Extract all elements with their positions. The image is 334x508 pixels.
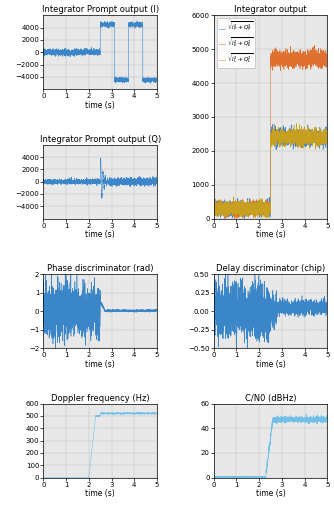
$\sqrt{I_L^2 + Q_L^2}$ bbox=[212, 211, 216, 217]
Title: Integrator output: Integrator output bbox=[234, 6, 307, 14]
$\sqrt{I_E^2 + Q_E^2}$ bbox=[309, 58, 313, 64]
$\sqrt{I_L^2 + Q_L^2}$ bbox=[313, 129, 317, 135]
$\sqrt{I_P^2 + Q_P^2}$ bbox=[256, 205, 260, 211]
X-axis label: time (s): time (s) bbox=[85, 360, 115, 369]
Line: $\sqrt{I_L^2 + Q_L^2}$: $\sqrt{I_L^2 + Q_L^2}$ bbox=[214, 123, 327, 218]
$\sqrt{I_E^2 + Q_E^2}$ bbox=[325, 52, 329, 58]
$\sqrt{I_E^2 + Q_E^2}$ bbox=[304, 62, 308, 69]
$\sqrt{I_L^2 + Q_L^2}$ bbox=[304, 134, 308, 140]
Legend: $\sqrt{I_P^2 + Q_P^2}$, $\sqrt{I_E^2 + Q_E^2}$, $\sqrt{I_L^2 + Q_L^2}$: $\sqrt{I_P^2 + Q_P^2}$, $\sqrt{I_E^2 + Q… bbox=[216, 18, 255, 68]
X-axis label: time (s): time (s) bbox=[256, 489, 286, 498]
$\sqrt{I_P^2 + Q_P^2}$ bbox=[309, 132, 313, 138]
Title: Integrator Prompt output (I): Integrator Prompt output (I) bbox=[42, 6, 159, 14]
$\sqrt{I_E^2 + Q_E^2}$ bbox=[214, 210, 218, 216]
$\sqrt{I_L^2 + Q_L^2}$ bbox=[275, 135, 279, 141]
X-axis label: time (s): time (s) bbox=[85, 230, 115, 239]
$\sqrt{I_E^2 + Q_E^2}$ bbox=[275, 56, 279, 62]
$\sqrt{I_P^2 + Q_P^2}$ bbox=[304, 131, 308, 137]
$\sqrt{I_E^2 + Q_E^2}$ bbox=[313, 62, 317, 68]
$\sqrt{I_P^2 + Q_P^2}$ bbox=[223, 215, 227, 221]
X-axis label: time (s): time (s) bbox=[256, 230, 286, 239]
Line: $\sqrt{I_P^2 + Q_P^2}$: $\sqrt{I_P^2 + Q_P^2}$ bbox=[214, 124, 327, 218]
$\sqrt{I_L^2 + Q_L^2}$ bbox=[214, 213, 218, 219]
$\sqrt{I_E^2 + Q_E^2}$ bbox=[312, 42, 316, 48]
$\sqrt{I_P^2 + Q_P^2}$ bbox=[212, 206, 216, 212]
$\sqrt{I_L^2 + Q_L^2}$ bbox=[325, 145, 329, 151]
$\sqrt{I_P^2 + Q_P^2}$ bbox=[214, 206, 218, 212]
X-axis label: time (s): time (s) bbox=[85, 489, 115, 498]
$\sqrt{I_L^2 + Q_L^2}$ bbox=[234, 215, 238, 221]
$\sqrt{I_P^2 + Q_P^2}$ bbox=[313, 133, 317, 139]
$\sqrt{I_E^2 + Q_E^2}$ bbox=[256, 202, 260, 208]
$\sqrt{I_L^2 + Q_L^2}$ bbox=[294, 120, 298, 126]
$\sqrt{I_E^2 + Q_E^2}$ bbox=[222, 215, 226, 221]
$\sqrt{I_P^2 + Q_P^2}$ bbox=[271, 121, 275, 128]
Title: Phase discriminator (rad): Phase discriminator (rad) bbox=[47, 264, 153, 273]
Title: Doppler frequency (Hz): Doppler frequency (Hz) bbox=[51, 394, 150, 403]
Title: Integrator Prompt output (Q): Integrator Prompt output (Q) bbox=[39, 135, 161, 144]
Title: C/N0 (dBHz): C/N0 (dBHz) bbox=[245, 394, 296, 403]
$\sqrt{I_L^2 + Q_L^2}$ bbox=[309, 137, 313, 143]
$\sqrt{I_E^2 + Q_E^2}$ bbox=[212, 207, 216, 213]
Line: $\sqrt{I_E^2 + Q_E^2}$: $\sqrt{I_E^2 + Q_E^2}$ bbox=[214, 45, 327, 218]
$\sqrt{I_L^2 + Q_L^2}$ bbox=[256, 207, 260, 213]
X-axis label: time (s): time (s) bbox=[256, 360, 286, 369]
Title: Delay discriminator (chip): Delay discriminator (chip) bbox=[216, 264, 325, 273]
X-axis label: time (s): time (s) bbox=[85, 101, 115, 110]
$\sqrt{I_P^2 + Q_P^2}$ bbox=[275, 139, 279, 145]
$\sqrt{I_P^2 + Q_P^2}$ bbox=[325, 129, 329, 135]
